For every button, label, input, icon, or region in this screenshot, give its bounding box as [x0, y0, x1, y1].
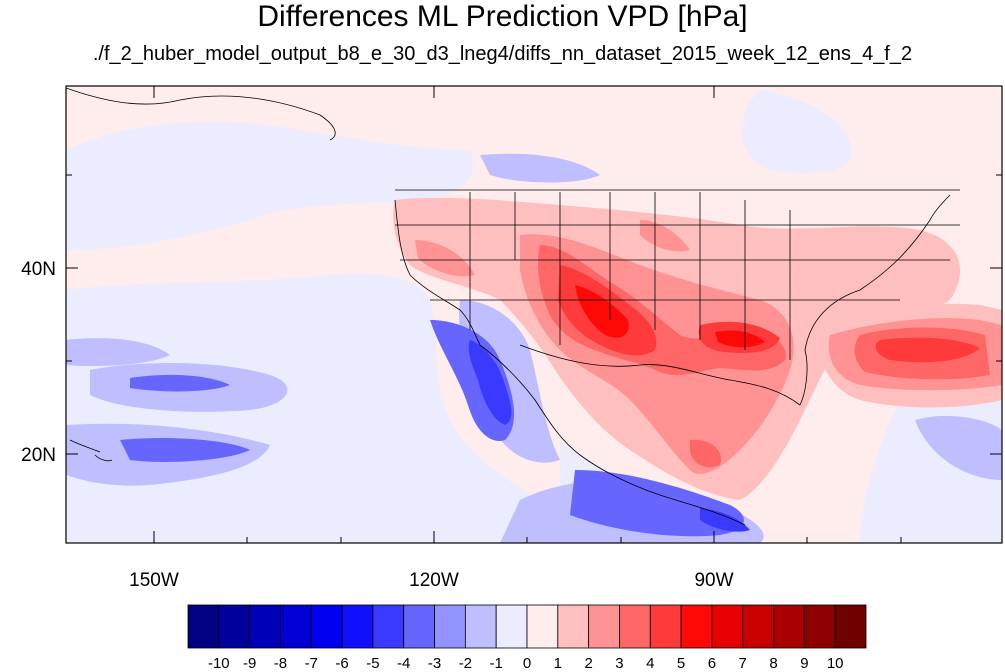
colorbar-swatch — [280, 604, 312, 649]
colorbar-tick-label: 9 — [800, 655, 808, 672]
map-panel — [66, 86, 1002, 543]
colorbar-swatch — [341, 604, 374, 649]
colorbar-swatch — [588, 604, 620, 649]
colorbar-swatch — [557, 604, 590, 649]
colorbar-swatch — [372, 604, 405, 649]
colorbar-swatch — [526, 604, 559, 649]
colorbar-tick-label: -3 — [428, 655, 441, 672]
colorbar-swatch — [249, 604, 281, 649]
negative-max-regions — [468, 340, 750, 532]
colorbar-tick-label: 6 — [708, 655, 716, 672]
colorbar-tick-label: -7 — [305, 655, 318, 672]
colorbar: -10 -9 -8 -7 -6 -5 -4 -3 -2 -1 0 1 2 3 4 5 6 7 8 9 10 — [187, 604, 867, 672]
colorbar-tick-label: -1 — [490, 655, 503, 672]
positive-max-regions — [575, 285, 765, 348]
colorbar-tick-label: -5 — [366, 655, 379, 672]
lat-label-40n: 40N — [21, 259, 56, 280]
colorbar-swatch — [310, 604, 343, 649]
colorbar-swatch — [403, 604, 435, 649]
colorbar-tick-label: -2 — [459, 655, 472, 672]
colorbar-swatch — [680, 604, 713, 649]
lon-label-150w: 150W — [129, 570, 179, 591]
colorbar-tick-label: -4 — [397, 655, 410, 672]
colorbar-tick-label: 4 — [646, 655, 654, 672]
colorbar-swatch — [495, 604, 528, 649]
colorbar-swatch — [464, 604, 497, 649]
lon-label-120w: 120W — [409, 570, 459, 591]
colorbar-tick-label: 0 — [523, 655, 531, 672]
colorbar-tick-label: 5 — [677, 655, 685, 672]
colorbar-tick-label: -6 — [335, 655, 348, 672]
lon-label-90w: 90W — [694, 570, 733, 591]
coastlines-borders — [66, 87, 960, 526]
colorbar-swatch — [742, 604, 774, 649]
colorbar-tick-label: 2 — [584, 655, 592, 672]
colorbar-swatch — [834, 604, 867, 649]
colorbar-tick-label: -9 — [243, 655, 256, 672]
colorbar-tick-label: 7 — [739, 655, 747, 672]
colorbar-tick-label: 10 — [827, 655, 844, 672]
colorbar-tick-label: -10 — [208, 655, 230, 672]
colorbar-swatch — [649, 604, 682, 649]
colorbar-tick-label: 8 — [769, 655, 777, 672]
map-subtitle: ./f_2_huber_model_output_b8_e_30_d3_lneg… — [92, 43, 913, 65]
colorbar-tick-label: 1 — [554, 655, 562, 672]
map-title: Differences ML Prediction VPD [hPa] — [257, 0, 748, 33]
colorbar-swatch — [187, 604, 220, 649]
map-frame — [65, 85, 1003, 544]
colorbar-swatch — [619, 604, 651, 649]
colorbar-tick-label: 3 — [615, 655, 623, 672]
colorbar-swatch — [803, 604, 836, 649]
colorbar-swatch — [434, 604, 466, 649]
axis-ticks — [66, 86, 1002, 543]
colorbar-swatch — [711, 604, 744, 649]
colorbar-tick-label: -8 — [274, 655, 287, 672]
colorbar-swatch — [218, 604, 251, 649]
colorbar-swatch — [773, 604, 805, 649]
lat-label-20n: 20N — [21, 445, 56, 466]
